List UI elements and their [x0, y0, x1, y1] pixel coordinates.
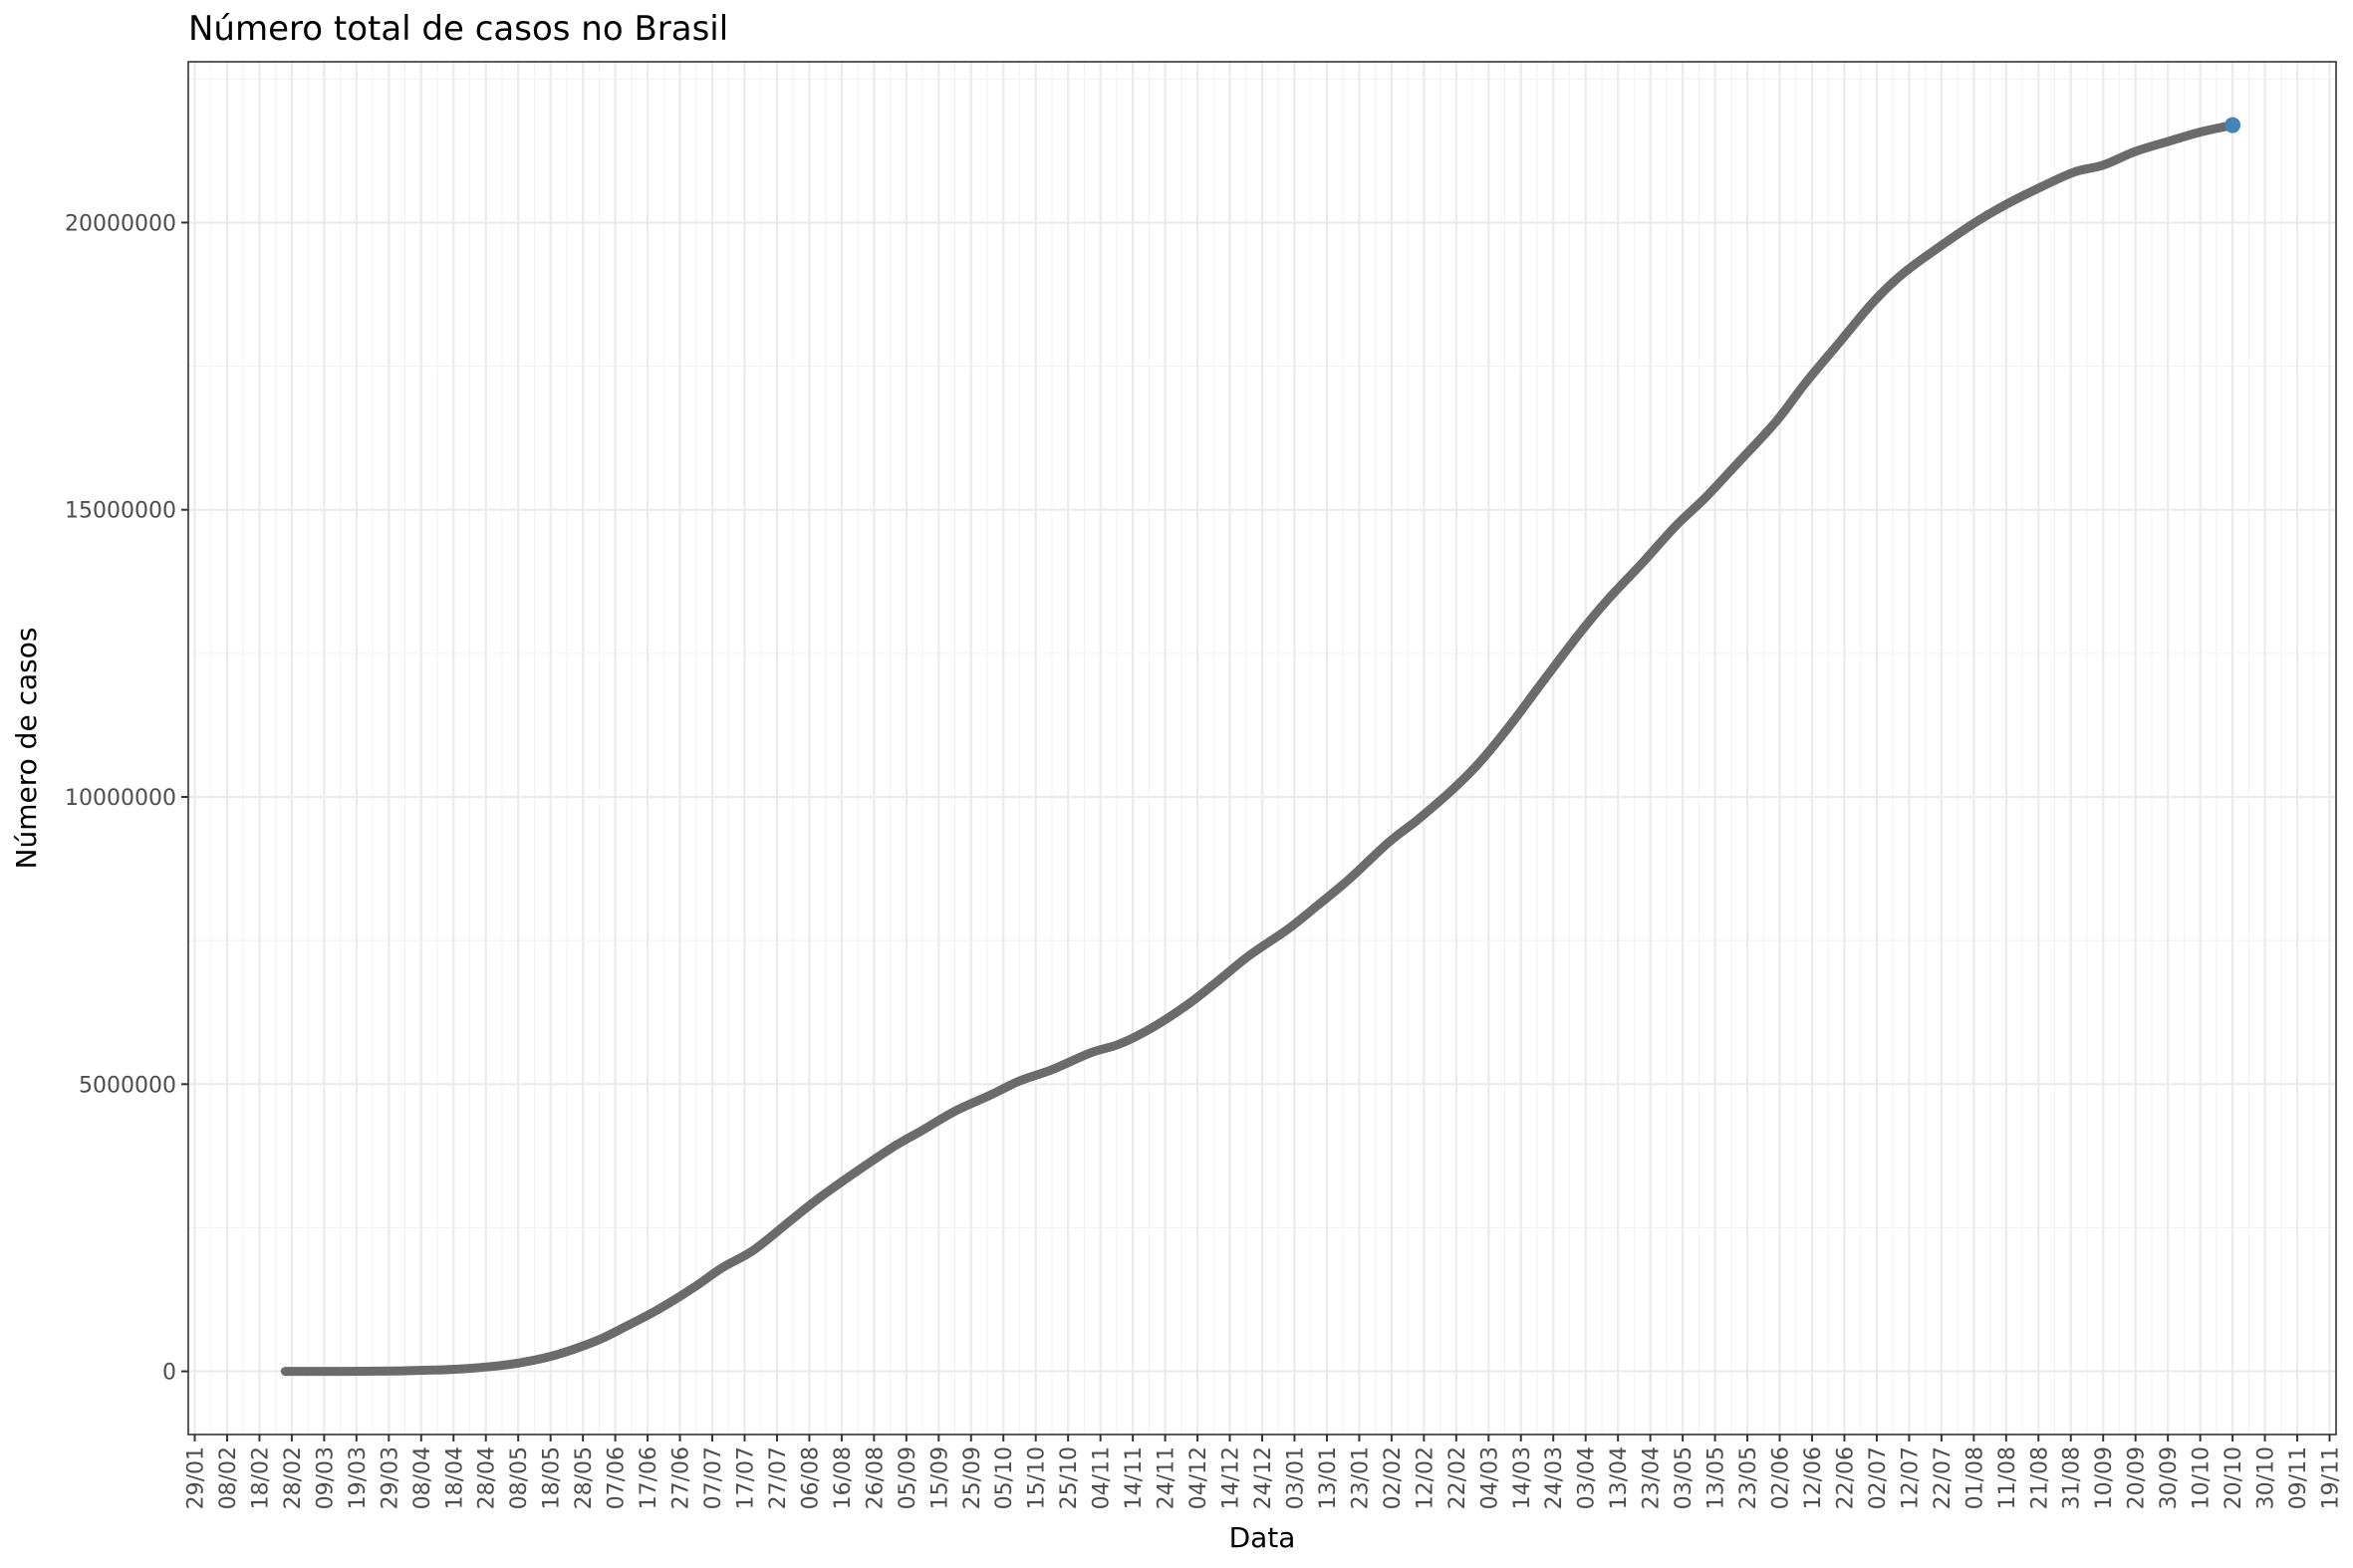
y-axis-title: Número de casos	[10, 628, 43, 870]
x-tick-label: 24/03	[1542, 1446, 1567, 1509]
x-tick-label: 13/04	[1607, 1446, 1632, 1509]
major-grid	[188, 62, 2336, 1435]
x-tick-label: 08/04	[410, 1446, 435, 1509]
x-tick-label: 08/05	[507, 1446, 532, 1509]
x-tick-label: 03/05	[1672, 1446, 1697, 1509]
x-tick-label: 02/02	[1381, 1446, 1406, 1509]
x-axis-title: Data	[1229, 1521, 1296, 1554]
x-tick-label: 07/07	[701, 1446, 726, 1509]
x-tick-label: 14/11	[1122, 1446, 1147, 1509]
x-tick-label: 15/10	[1025, 1446, 1050, 1509]
x-tick-label: 20/10	[2222, 1446, 2246, 1509]
minor-grid	[188, 62, 2336, 1435]
x-tick-label: 18/02	[248, 1446, 273, 1509]
y-tick-label: 0	[162, 1361, 176, 1386]
x-tick-label: 07/06	[605, 1446, 630, 1509]
x-tick-label: 03/04	[1575, 1446, 1600, 1509]
x-tick-label: 05/10	[992, 1446, 1017, 1509]
x-tick-label: 02/07	[1866, 1446, 1891, 1509]
x-tick-label: 17/07	[733, 1446, 758, 1509]
x-tick-label: 14/12	[1219, 1446, 1244, 1509]
x-tick-label: 18/04	[442, 1446, 467, 1509]
x-tick-label: 29/01	[183, 1446, 208, 1509]
y-tick-label: 5000000	[79, 1073, 176, 1098]
y-tick-label: 10000000	[65, 786, 176, 811]
x-tick-label: 09/11	[2286, 1446, 2311, 1509]
x-tick-label: 28/02	[281, 1446, 306, 1509]
x-tick-label: 12/06	[1801, 1446, 1826, 1509]
x-tick-label: 14/03	[1510, 1446, 1535, 1509]
x-tick-label: 16/08	[831, 1446, 856, 1509]
series-line	[280, 121, 2237, 1377]
last-data-point	[2224, 117, 2241, 133]
x-tick-label: 27/06	[669, 1446, 694, 1509]
x-tick-label: 28/04	[475, 1446, 500, 1509]
x-tick-label: 12/02	[1413, 1446, 1438, 1509]
x-tick-label: 20/09	[2125, 1446, 2150, 1509]
x-tick-label: 30/10	[2254, 1446, 2279, 1509]
x-axis: 29/01 08/02 18/02 28/02 09/03 19/03 29/03 08/04…	[183, 1435, 2344, 1509]
x-tick-label: 27/07	[766, 1446, 791, 1509]
x-tick-label: 25/10	[1057, 1446, 1082, 1509]
x-tick-label: 11/08	[1995, 1446, 2020, 1509]
y-axis: 0 5000000 10000000 15000000 20000000	[65, 211, 188, 1386]
x-tick-label: 19/03	[346, 1446, 371, 1509]
x-tick-label: 13/05	[1704, 1446, 1729, 1509]
x-tick-label: 18/05	[540, 1446, 565, 1509]
x-tick-label: 15/09	[927, 1446, 952, 1509]
x-tick-label: 31/08	[2060, 1446, 2085, 1509]
x-tick-label: 19/11	[2319, 1446, 2344, 1509]
x-tick-label: 22/02	[1445, 1446, 1470, 1509]
x-tick-label: 22/07	[1931, 1446, 1956, 1509]
x-tick-label: 10/09	[2092, 1446, 2117, 1509]
y-tick-label: 20000000	[65, 211, 176, 236]
x-tick-label: 04/11	[1090, 1446, 1115, 1509]
x-tick-label: 23/05	[1736, 1446, 1761, 1509]
x-tick-label: 23/01	[1348, 1446, 1373, 1509]
x-tick-label: 03/01	[1283, 1446, 1308, 1509]
x-tick-label: 25/09	[960, 1446, 985, 1509]
y-tick-label: 15000000	[65, 499, 176, 524]
x-tick-label: 29/03	[378, 1446, 402, 1509]
chart-title: Número total de casos no Brasil	[188, 9, 728, 49]
x-tick-label: 08/02	[216, 1446, 241, 1509]
x-tick-label: 26/08	[863, 1446, 888, 1509]
x-tick-label: 24/12	[1251, 1446, 1276, 1509]
x-tick-label: 05/09	[896, 1446, 920, 1509]
x-tick-label: 24/11	[1155, 1446, 1179, 1509]
x-tick-label: 17/06	[637, 1446, 661, 1509]
x-tick-label: 23/04	[1640, 1446, 1665, 1509]
x-tick-label: 12/07	[1898, 1446, 1923, 1509]
x-tick-label: 21/08	[2027, 1446, 2052, 1509]
x-tick-label: 28/05	[572, 1446, 597, 1509]
x-tick-label: 02/06	[1769, 1446, 1794, 1509]
x-tick-label: 04/12	[1186, 1446, 1211, 1509]
x-tick-label: 01/08	[1962, 1446, 1987, 1509]
x-tick-label: 09/03	[313, 1446, 338, 1509]
x-tick-label: 04/03	[1477, 1446, 1502, 1509]
series-layer	[280, 117, 2241, 1377]
x-tick-label: 06/08	[798, 1446, 823, 1509]
x-tick-label: 22/06	[1833, 1446, 1858, 1509]
x-tick-label: 10/10	[2190, 1446, 2215, 1509]
x-tick-label: 13/01	[1316, 1446, 1341, 1509]
x-tick-label: 30/09	[2157, 1446, 2182, 1509]
